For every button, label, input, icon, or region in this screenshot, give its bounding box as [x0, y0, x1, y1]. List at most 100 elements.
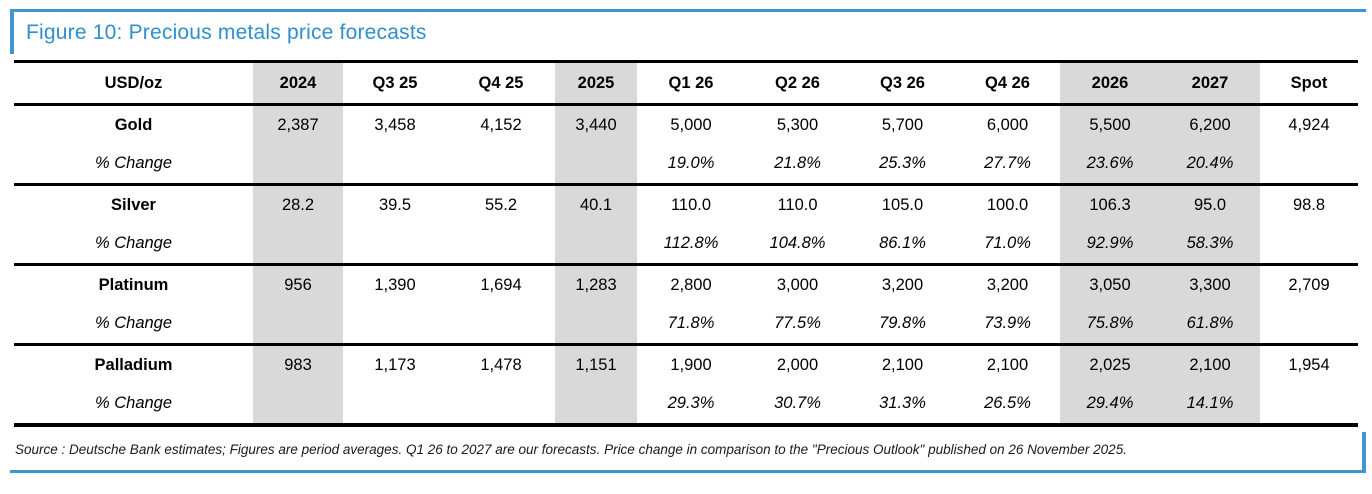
value-cell: 23.6%	[1060, 144, 1160, 186]
value-cell: 29.4%	[1060, 384, 1160, 427]
pct-change-row: % Change 71.8% 77.5% 79.8% 73.9% 75.8% 61.8%	[14, 304, 1358, 346]
col-header: Q2 26	[745, 61, 850, 106]
value-cell: 2,800	[670, 275, 712, 294]
metal-row: Silver 28.2 39.5 55.2 40.1 110.0 110.0 105.0 100…	[14, 184, 1358, 225]
metal-row: Palladium 983 1,173 1,478 1,151 1,900 2,000 2,1…	[14, 344, 1358, 385]
value-cell: 5,300	[776, 115, 819, 134]
value-cell: 2,100	[1160, 344, 1260, 385]
value-cell: 6,000	[986, 115, 1029, 134]
value-cell: 2,100	[881, 355, 924, 374]
value-cell: 86.1%	[850, 224, 955, 266]
forecast-table: USD/oz 2024 Q3 25 Q4 25 2025 Q1 26 Q2 26 Q3 26 Q…	[14, 60, 1358, 427]
metal-label: Gold	[114, 115, 153, 134]
value-cell: 3,050	[1060, 264, 1160, 305]
value-cell: 1,478	[480, 355, 522, 374]
forecast-table-wrap: USD/oz 2024 Q3 25 Q4 25 2025 Q1 26 Q2 26 Q3 26 Q…	[14, 60, 1358, 427]
value-cell	[343, 144, 447, 186]
value-cell: 1,151	[555, 344, 637, 385]
value-cell: 71.8%	[637, 304, 745, 346]
value-cell: 55.2	[484, 195, 518, 214]
value-cell: 39.5	[378, 195, 412, 214]
value-cell: 5,000	[670, 115, 712, 134]
value-cell	[343, 384, 447, 427]
value-cell	[253, 144, 343, 186]
value-cell: 26.5%	[955, 384, 1060, 427]
source-bar: Source : Deutsche Bank estimates; Figure…	[10, 431, 1366, 473]
value-cell: 95.0	[1160, 184, 1260, 225]
value-cell: 3,200	[881, 275, 924, 294]
value-cell: 110.0	[777, 195, 818, 214]
col-header: 2025	[555, 61, 637, 106]
table-header-row: USD/oz 2024 Q3 25 Q4 25 2025 Q1 26 Q2 26 Q3 26 Q…	[14, 61, 1358, 106]
value-cell: 2,000	[776, 355, 819, 374]
col-header: 2026	[1060, 61, 1160, 106]
value-cell: 1,390	[374, 275, 416, 294]
metal-label: Platinum	[98, 275, 169, 294]
pct-change-label: % Change	[14, 384, 253, 427]
value-cell: 3,300	[1160, 264, 1260, 305]
figure-title-bar: Figure 10: Precious metals price forecas…	[10, 9, 1366, 54]
value-cell: 983	[253, 344, 343, 385]
pct-change-label: % Change	[14, 144, 253, 186]
value-cell: 25.3%	[850, 144, 955, 186]
value-cell: 61.8%	[1160, 304, 1260, 346]
value-cell: 100.0	[986, 195, 1029, 214]
value-cell: 3,458	[374, 115, 416, 134]
value-cell	[447, 144, 555, 186]
value-cell: 105.0	[881, 195, 924, 214]
value-cell: 27.7%	[955, 144, 1060, 186]
value-cell	[447, 384, 555, 427]
value-cell	[1260, 384, 1358, 427]
pct-change-row: % Change 29.3% 30.7% 31.3% 26.5% 29.4% 14.1%	[14, 384, 1358, 427]
col-header: 2024	[253, 61, 343, 106]
value-cell: 58.3%	[1160, 224, 1260, 266]
value-cell	[1260, 224, 1358, 266]
value-cell: 98.8	[1292, 195, 1326, 214]
value-cell: 104.8%	[745, 224, 850, 266]
value-cell: 112.8%	[637, 224, 745, 266]
value-cell: 2,387	[253, 104, 343, 145]
value-cell: 20.4%	[1160, 144, 1260, 186]
value-cell: 40.1	[555, 184, 637, 225]
value-cell: 92.9%	[1060, 224, 1160, 266]
value-cell	[1260, 144, 1358, 186]
source-text: Source : Deutsche Bank estimates; Figure…	[15, 441, 1127, 457]
value-cell	[253, 224, 343, 266]
value-cell: 31.3%	[850, 384, 955, 427]
metal-label: Silver	[111, 195, 156, 214]
value-cell: 73.9%	[955, 304, 1060, 346]
value-cell: 2,100	[986, 355, 1029, 374]
figure-title: Figure 10: Precious metals price forecas…	[26, 21, 427, 44]
value-cell: 19.0%	[637, 144, 745, 186]
value-cell: 1,954	[1288, 355, 1330, 374]
col-header: Q4 26	[955, 61, 1060, 106]
value-cell	[253, 384, 343, 427]
value-cell: 2,709	[1288, 275, 1330, 294]
value-cell	[343, 304, 447, 346]
value-cell: 4,152	[480, 115, 522, 134]
value-cell: 4,924	[1288, 115, 1330, 134]
value-cell: 79.8%	[850, 304, 955, 346]
value-cell: 77.5%	[745, 304, 850, 346]
value-cell: 3,000	[776, 275, 819, 294]
value-cell: 1,900	[670, 355, 712, 374]
value-cell: 21.8%	[745, 144, 850, 186]
value-cell: 3,200	[986, 275, 1029, 294]
pct-change-label: % Change	[14, 304, 253, 346]
col-header-unit: USD/oz	[14, 61, 253, 106]
col-header: Q4 25	[447, 61, 555, 106]
value-cell: 106.3	[1060, 184, 1160, 225]
pct-change-label: % Change	[14, 224, 253, 266]
value-cell	[555, 224, 637, 266]
value-cell	[555, 384, 637, 427]
value-cell	[447, 304, 555, 346]
value-cell: 71.0%	[955, 224, 1060, 266]
col-header: Q1 26	[637, 61, 745, 106]
value-cell: 29.3%	[637, 384, 745, 427]
col-header: Spot	[1260, 61, 1358, 106]
metal-row: Platinum 956 1,390 1,694 1,283 2,800 3,000 3,20…	[14, 264, 1358, 305]
pct-change-row: % Change 112.8% 104.8% 86.1% 71.0% 92.9% 58.3%	[14, 224, 1358, 266]
metal-label: Palladium	[94, 355, 173, 374]
value-cell: 3,440	[555, 104, 637, 145]
